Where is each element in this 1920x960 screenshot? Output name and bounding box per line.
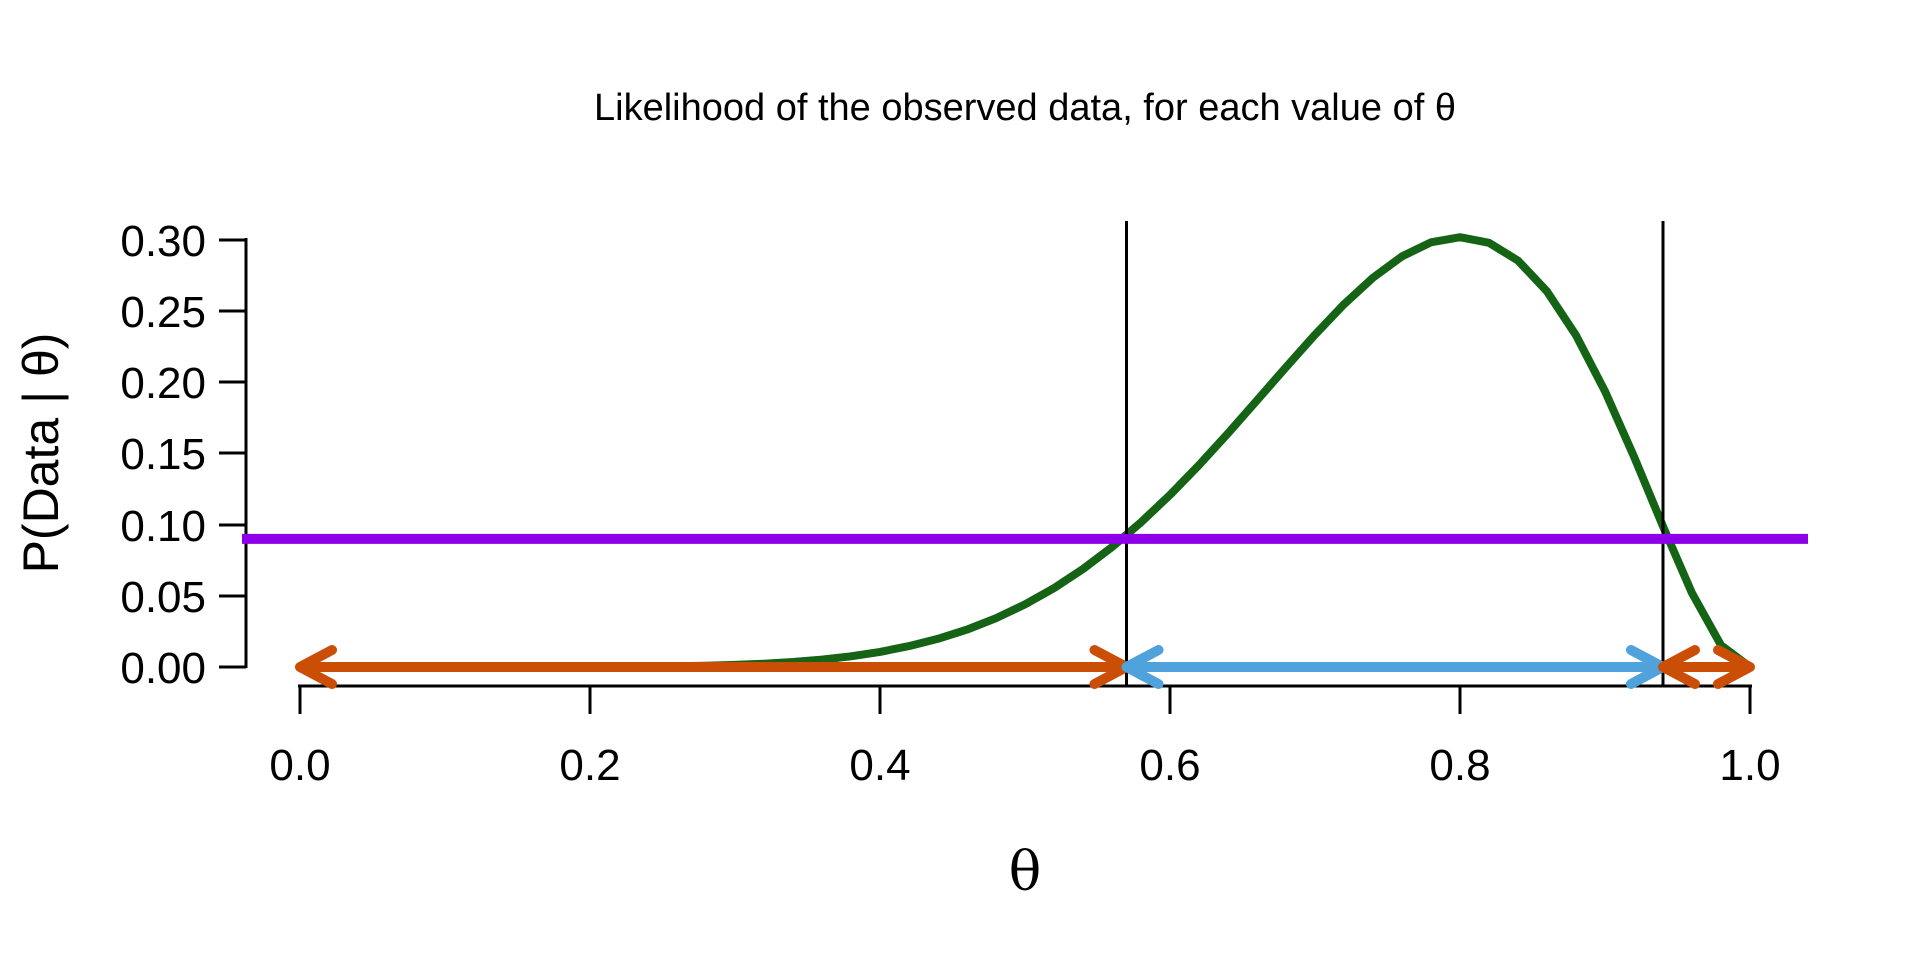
y-tick: 0.15 (120, 430, 246, 479)
interval-arrows (295, 645, 1755, 689)
interval-boundary-lines (1125, 221, 1665, 686)
interval-arrow (1658, 645, 1755, 689)
y-tick: 0.30 (120, 217, 246, 266)
x-tick-label: 0.0 (269, 741, 330, 790)
x-tick-label: 1.0 (1719, 741, 1780, 790)
interval-arrow (1121, 645, 1668, 689)
x-tick-label: 0.8 (1429, 741, 1490, 790)
y-tick: 0.00 (120, 644, 246, 693)
y-axis: 0.00 0.05 0.10 0.15 0.20 0.25 (120, 217, 248, 693)
x-tick-label: 0.6 (1139, 741, 1200, 790)
y-tick-label: 0.00 (120, 644, 206, 693)
interval-arrow (295, 645, 1132, 689)
y-tick-label: 0.10 (120, 502, 206, 551)
x-tick: 0.2 (559, 686, 621, 790)
x-axis: 0.0 0.2 0.4 0.6 0.8 1.0 (269, 684, 1781, 790)
y-tick: 0.25 (120, 288, 246, 337)
x-tick-label: 0.4 (849, 741, 910, 790)
y-tick: 0.10 (120, 502, 246, 551)
y-tick-label: 0.25 (120, 288, 206, 337)
x-tick: 1.0 (1719, 686, 1781, 790)
x-tick: 0.6 (1139, 686, 1201, 790)
y-tick-label: 0.05 (120, 573, 206, 622)
x-tick: 0.8 (1429, 686, 1491, 790)
x-tick-label: 0.2 (559, 741, 620, 790)
chart-title: Likelihood of the observed data, for eac… (594, 87, 1456, 129)
y-tick-label: 0.15 (120, 430, 206, 479)
x-tick: 0.0 (269, 686, 331, 790)
x-axis-title: θ (1009, 840, 1042, 903)
y-axis-title: P(Data | θ) (13, 333, 69, 574)
likelihood-curve (296, 233, 1754, 671)
x-tick: 0.4 (849, 686, 911, 790)
y-tick: 0.20 (120, 359, 246, 408)
y-tick-label: 0.30 (120, 217, 206, 266)
y-tick: 0.05 (120, 573, 246, 622)
y-tick-label: 0.20 (120, 359, 206, 408)
